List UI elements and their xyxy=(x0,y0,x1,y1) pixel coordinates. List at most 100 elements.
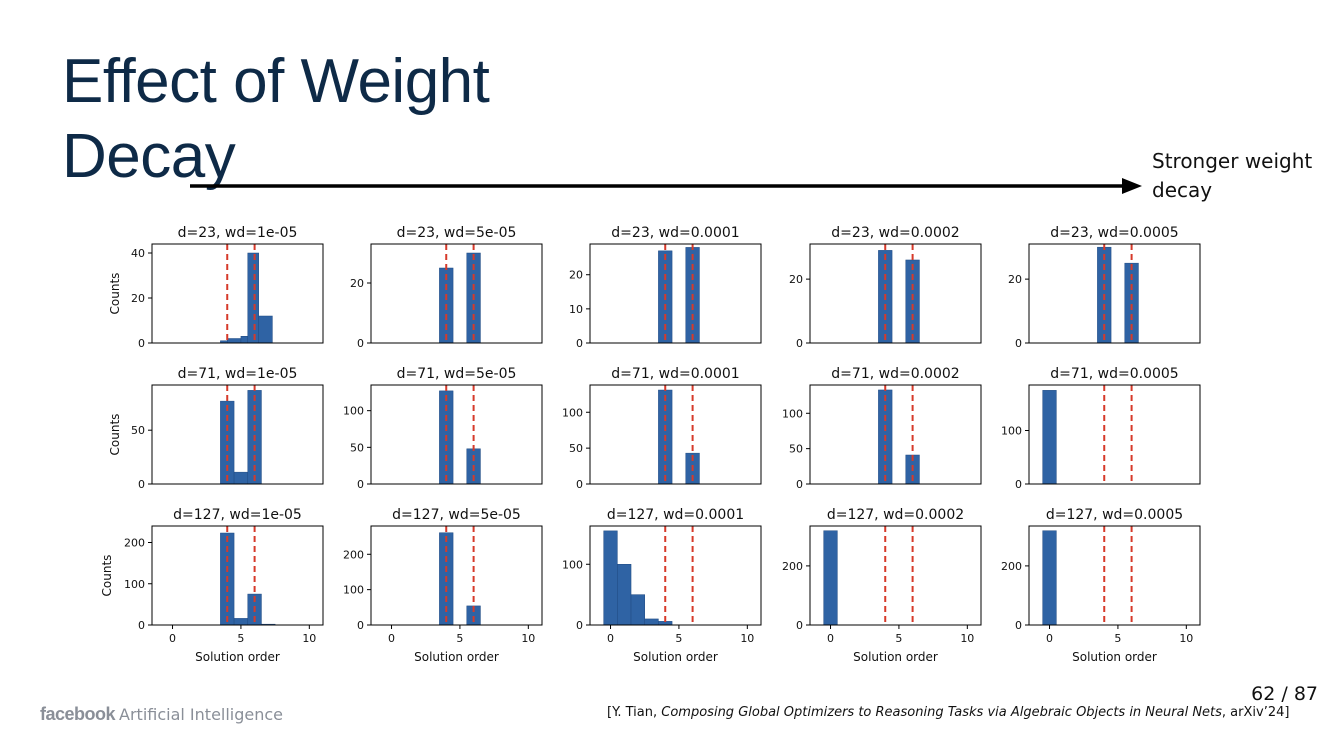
y-tick-label: 50 xyxy=(569,442,583,455)
histogram-panel: d=23, wd=1e-05 0 20 40 Counts xyxy=(108,225,324,350)
y-tick-label: 100 xyxy=(343,405,364,418)
panel-title: d=23, wd=1e-05 xyxy=(178,225,298,241)
y-tick-label: 40 xyxy=(131,247,145,260)
histogram-panel: d=23, wd=0.0001 0 10 20 xyxy=(569,225,762,350)
panel-title: d=127, wd=1e-05 xyxy=(173,507,302,523)
x-axis-label: Solution order xyxy=(1072,650,1157,664)
arrow-head xyxy=(1122,178,1142,194)
panel-title: d=127, wd=0.0005 xyxy=(1046,507,1183,523)
x-tick-label: 5 xyxy=(675,632,682,645)
citation-prefix: [Y. Tian, xyxy=(607,705,662,720)
histogram-bar xyxy=(823,530,838,626)
panel-frame xyxy=(151,384,324,485)
y-tick-label: 0 xyxy=(796,478,803,491)
panel-title: d=23, wd=5e-05 xyxy=(397,225,517,241)
x-tick-label: 10 xyxy=(302,632,316,645)
x-tick-label: 10 xyxy=(960,632,974,645)
x-tick-label: 10 xyxy=(521,632,535,645)
panel-title: d=23, wd=0.0002 xyxy=(831,225,959,241)
y-tick-label: 20 xyxy=(350,277,364,290)
y-tick-label: 0 xyxy=(357,337,364,350)
y-tick-label: 200 xyxy=(124,537,145,550)
panel-frame xyxy=(589,525,762,626)
slide-title: Effect of Weight Decay xyxy=(62,47,490,191)
panel-title: d=71, wd=1e-05 xyxy=(178,366,298,382)
y-tick-label: 100 xyxy=(562,406,583,419)
panel-frame xyxy=(809,243,982,344)
y-tick-label: 200 xyxy=(1001,560,1022,573)
histogram-panel: d=127, wd=0.0002 0 200 0 5 10 Solution order xyxy=(782,507,982,664)
y-tick-label: 0 xyxy=(576,478,583,491)
panel-frame xyxy=(589,384,762,485)
histogram-panel: d=127, wd=0.0001 0 100 0 5 10 Solution order xyxy=(562,507,762,664)
panel-frame xyxy=(370,243,543,344)
y-tick-label: 0 xyxy=(357,478,364,491)
histogram-panel: d=127, wd=1e-05 0 100 200 0 5 10 Solution order… xyxy=(100,507,324,664)
histogram-bar xyxy=(233,618,249,626)
histogram-panel: d=71, wd=1e-05 0 50 Counts xyxy=(108,366,324,491)
histogram-panel: d=71, wd=5e-05 0 50 100 xyxy=(343,366,543,491)
histogram-panel: d=23, wd=0.0005 0 20 xyxy=(1008,225,1201,350)
histogram-bar xyxy=(1042,390,1057,485)
histogram-panel: d=127, wd=5e-05 0 100 200 0 5 10 Solution order xyxy=(343,507,543,664)
y-tick-label: 20 xyxy=(789,273,803,286)
y-tick-label: 200 xyxy=(343,548,364,561)
x-axis-label: Solution order xyxy=(414,650,499,664)
panel-frame xyxy=(151,243,324,344)
histogram-bar xyxy=(247,252,259,344)
y-tick-label: 50 xyxy=(350,441,364,454)
y-tick-label: 10 xyxy=(569,303,583,316)
histogram-panel: d=23, wd=5e-05 0 20 xyxy=(350,225,543,350)
y-tick-label: 0 xyxy=(138,337,145,350)
panel-frame xyxy=(1028,525,1201,626)
histogram-panel: d=127, wd=0.0005 0 200 0 5 10 Solution order xyxy=(1001,507,1201,664)
panel-title: d=71, wd=0.0001 xyxy=(611,366,739,382)
y-tick-label: 0 xyxy=(1015,478,1022,491)
histogram-bar xyxy=(258,315,273,344)
x-axis-label: Solution order xyxy=(633,650,718,664)
panel-title: d=127, wd=0.0002 xyxy=(827,507,964,523)
histogram-bar xyxy=(630,594,645,626)
x-tick-label: 5 xyxy=(237,632,244,645)
y-axis-label: Counts xyxy=(108,414,122,456)
x-axis-label: Solution order xyxy=(195,650,280,664)
histogram-bar xyxy=(905,259,920,344)
y-tick-label: 50 xyxy=(131,424,145,437)
panel-title: d=23, wd=0.0005 xyxy=(1050,225,1178,241)
histogram-bar xyxy=(644,618,659,626)
y-tick-label: 0 xyxy=(138,478,145,491)
y-tick-label: 200 xyxy=(782,560,803,573)
histogram-panel: d=23, wd=0.0002 0 20 xyxy=(789,225,982,350)
histogram-panel: d=71, wd=0.0001 0 50 100 xyxy=(562,366,762,491)
panel-title: d=127, wd=5e-05 xyxy=(392,507,521,523)
y-tick-label: 100 xyxy=(343,584,364,597)
panel-title: d=71, wd=0.0002 xyxy=(831,366,959,382)
histogram-bar xyxy=(226,338,242,344)
panel-frame xyxy=(1028,243,1201,344)
panel-title: d=71, wd=0.0005 xyxy=(1050,366,1178,382)
x-tick-label: 0 xyxy=(827,632,834,645)
histogram-bar xyxy=(1042,530,1057,626)
footer-logo: facebook Artificial Intelligence xyxy=(40,704,283,725)
y-tick-label: 20 xyxy=(131,292,145,305)
y-tick-label: 100 xyxy=(1001,424,1022,437)
panel-frame xyxy=(809,384,982,485)
citation-suffix: , arXiv’24] xyxy=(1221,705,1290,720)
panel-title: d=127, wd=0.0001 xyxy=(607,507,744,523)
y-tick-label: 100 xyxy=(124,578,145,591)
x-tick-label: 0 xyxy=(388,632,395,645)
y-tick-label: 0 xyxy=(138,619,145,632)
citation-title: Composing Global Optimizers to Reasoning… xyxy=(661,705,1222,720)
x-tick-label: 10 xyxy=(1179,632,1193,645)
y-tick-label: 0 xyxy=(357,619,364,632)
y-axis-label: Counts xyxy=(108,273,122,315)
panel-title: d=71, wd=5e-05 xyxy=(397,366,517,382)
x-tick-label: 5 xyxy=(895,632,902,645)
y-tick-label: 100 xyxy=(562,558,583,571)
y-tick-label: 20 xyxy=(569,269,583,282)
panel-frame xyxy=(589,243,762,344)
y-tick-label: 0 xyxy=(796,337,803,350)
x-tick-label: 5 xyxy=(1114,632,1121,645)
